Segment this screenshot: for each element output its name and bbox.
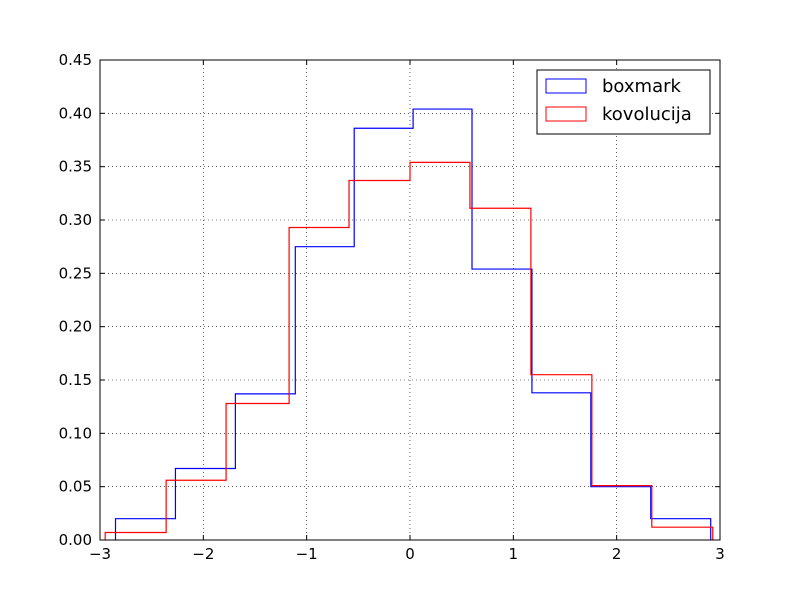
- y-tick-label: 0.35: [59, 158, 92, 176]
- axis-ticks: −3 −2 −1 0 1 2 3 0.00 0.05 0.10 0.15 0.20 0.25 0.30 0.…: [59, 51, 725, 563]
- x-tick-label: 1: [509, 545, 519, 563]
- series-kovolucija-step: [104, 161, 714, 540]
- y-tick-label: 0.15: [59, 371, 92, 389]
- legend-label-boxmark: boxmark: [602, 76, 682, 97]
- x-tick-label: 0: [405, 545, 415, 563]
- y-tick-label: 0.00: [59, 531, 92, 549]
- legend-swatch-kovolucija: [545, 106, 587, 122]
- x-tick-label: 3: [715, 545, 725, 563]
- x-tick-label: 2: [612, 545, 622, 563]
- legend-swatch-boxmark: [545, 78, 587, 94]
- y-tick-label: 0.40: [59, 104, 92, 122]
- y-tick-label: 0.10: [59, 424, 92, 442]
- y-tick-label: 0.20: [59, 318, 92, 336]
- legend-frame: [536, 69, 711, 135]
- series-lines: [104, 108, 714, 540]
- y-tick-label: 0.30: [59, 211, 92, 229]
- y-tick-label: 0.25: [59, 264, 92, 282]
- series-boxmark-step: [114, 108, 712, 540]
- legend: boxmark kovolucija: [536, 69, 711, 135]
- x-tick-label: −1: [296, 545, 318, 563]
- x-tick-label: −2: [192, 545, 214, 563]
- legend-label-kovolucija: kovolucija: [602, 104, 692, 125]
- x-tick-label: −3: [89, 545, 111, 563]
- y-tick-label: 0.05: [59, 478, 92, 496]
- y-tick-label: 0.45: [59, 51, 92, 69]
